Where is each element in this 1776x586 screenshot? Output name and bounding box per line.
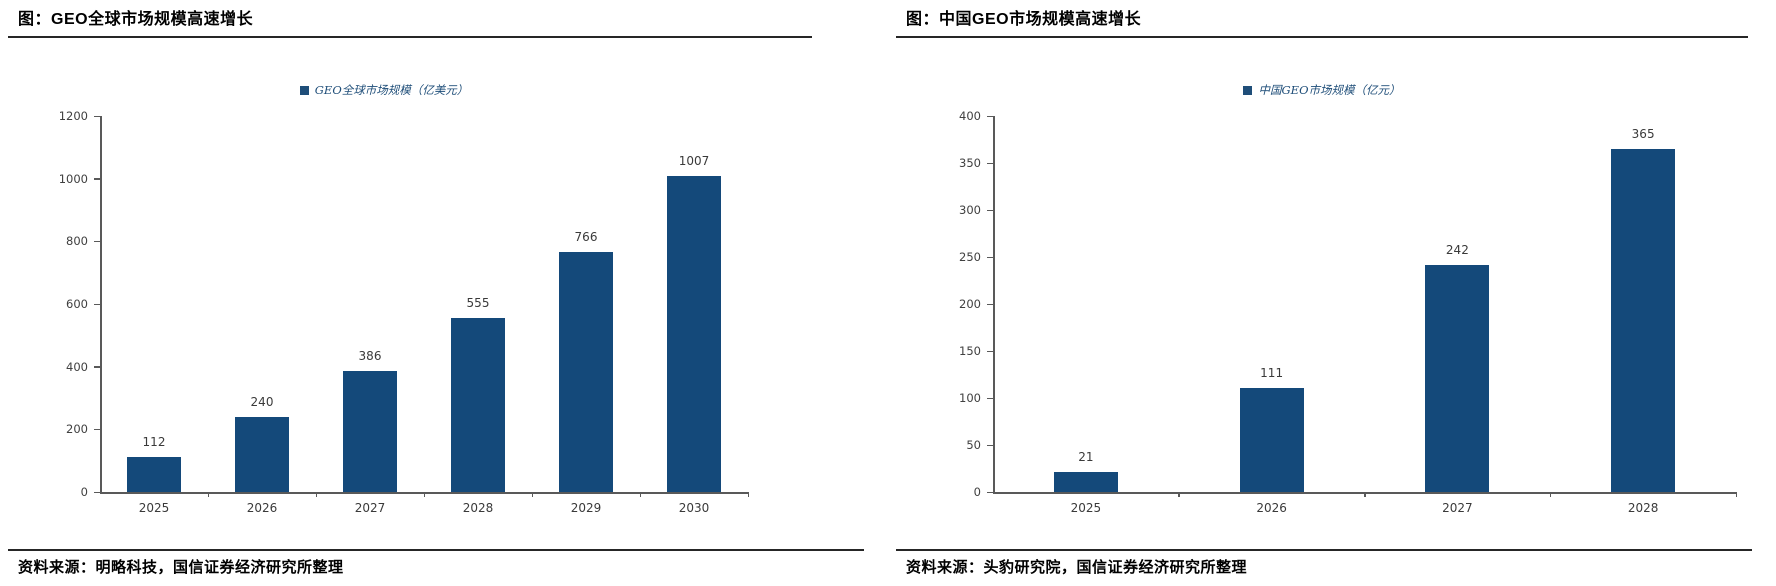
x-axis-tick [423,492,425,497]
bar-value-label: 1007 [678,154,710,169]
y-axis-tick-label: 200 [66,422,88,437]
x-axis-category-label: 2028 [462,501,494,515]
bar-value-label: 240 [250,394,274,409]
left-chart: GEO全球市场规模（亿美元） 0 200 400 600 800 1000 1200 112 2… [10,82,758,516]
x-axis-tick [1178,492,1180,497]
y-axis-tick [987,115,993,117]
x-axis-category-label: 2027 [354,501,386,515]
y-axis-tick [987,303,993,305]
left-chart-title: 图：GEO全球市场规模高速增长 [18,11,254,28]
x-axis-category-label: 2026 [1256,501,1287,515]
y-axis-tick [987,256,993,258]
x-axis-category-label: 2027 [1442,501,1473,515]
legend-swatch-icon [299,86,309,95]
legend-swatch-icon [1243,86,1253,95]
right-chart-title: 图：中国GEO市场规模高速增长 [906,11,1142,28]
y-axis-tick [94,491,100,493]
left-chart-plot: 0 200 400 600 800 1000 1200 112 2025 240 2026 386 20… [10,109,758,516]
bar [451,318,505,492]
right-legend-label: 中国GEO市场规模（亿元） [1258,83,1401,97]
x-axis-category-label: 2030 [678,501,710,515]
left-title-divider [8,36,812,38]
bar-value-label: 365 [1631,126,1655,141]
y-axis-tick-label: 250 [959,250,981,264]
y-axis-tick [987,491,993,493]
y-axis-tick-label: 200 [959,297,981,311]
left-source-note: 资料来源：明略科技，国信证券经济研究所整理 [18,559,344,576]
y-axis-tick-label: 300 [959,203,981,217]
bar-value-label: 111 [1260,365,1284,380]
right-title-divider [896,36,1748,38]
left-legend-label: GEO全球市场规模（亿美元） [314,83,469,97]
right-source-note: 资料来源：头豹研究院，国信证券经济研究所整理 [906,559,1248,576]
y-axis-tick [987,209,993,211]
right-chart-legend: 中国GEO市场规模（亿元） [898,82,1746,98]
y-axis-tick [987,397,993,399]
y-axis-tick-label: 150 [959,344,981,358]
y-axis-tick-label: 1200 [58,109,88,123]
x-axis-tick [531,492,533,497]
right-chart-plot: 0 50 100 150 200 250 300 350 400 21 2025 111 2026 242… [898,109,1746,516]
china-geo-chart-panel: 图：中国GEO市场规模高速增长 中国GEO市场规模（亿元） 0 50 100 150 2… [888,0,1776,586]
x-axis-category-label: 2028 [1627,501,1659,515]
y-axis-tick-label: 100 [959,391,981,405]
y-axis-tick-label: 350 [959,156,981,170]
x-axis-category-label: 2029 [570,501,602,515]
x-axis-tick [315,492,317,497]
y-axis-tick [94,303,100,305]
y-axis-line [993,116,995,492]
y-axis-tick-label: 400 [66,359,88,374]
right-source-divider [896,549,1752,551]
bar-value-label: 112 [142,434,166,449]
bar-value-label: 555 [466,296,490,311]
bar-value-label: 21 [1078,450,1094,465]
x-axis-tick [1364,492,1366,497]
y-axis-tick-label: 1000 [58,171,88,186]
global-geo-chart-panel: 图：GEO全球市场规模高速增长 GEO全球市场规模（亿美元） 0 200 400 60… [8,11,864,576]
bar [1425,264,1490,492]
y-axis-tick-label: 800 [66,234,88,249]
y-axis-tick [94,178,100,180]
bar-value-label: 766 [574,229,598,244]
bar [1611,148,1676,492]
bar [667,176,721,492]
bar-value-label: 386 [358,349,382,364]
y-axis-tick-label: 600 [66,297,88,311]
y-axis-tick [94,366,100,368]
bar [1239,387,1304,492]
x-axis-category-label: 2025 [1070,501,1102,515]
x-axis-category-label: 2025 [138,501,170,515]
y-axis-tick-label: 400 [959,109,981,123]
bar [235,416,289,492]
x-axis-tick [639,492,641,497]
x-axis-tick [1549,492,1552,497]
x-axis-tick [1735,492,1737,497]
bar [559,251,613,492]
left-chart-legend: GEO全球市场规模（亿美元） [10,82,758,98]
bar-value-label: 242 [1445,242,1469,257]
bar [1053,472,1118,492]
y-axis-line [100,116,102,492]
y-axis-tick [94,240,100,243]
y-axis-tick [987,350,993,352]
y-axis-tick [987,162,993,164]
x-axis-category-label: 2026 [246,501,278,515]
bar [127,456,181,492]
x-axis-tick [207,492,209,497]
y-axis-tick-label: 0 [973,485,981,499]
y-axis-tick [94,428,100,431]
right-chart: 中国GEO市场规模（亿元） 0 50 100 150 200 250 300 350 400 21… [898,82,1746,516]
y-axis-tick-label: 50 [966,438,981,452]
y-axis-tick [94,115,100,117]
bar [343,371,397,492]
x-axis-tick [747,492,749,497]
y-axis-tick [987,444,993,446]
left-source-divider [8,549,864,551]
y-axis-tick-label: 0 [80,485,88,499]
